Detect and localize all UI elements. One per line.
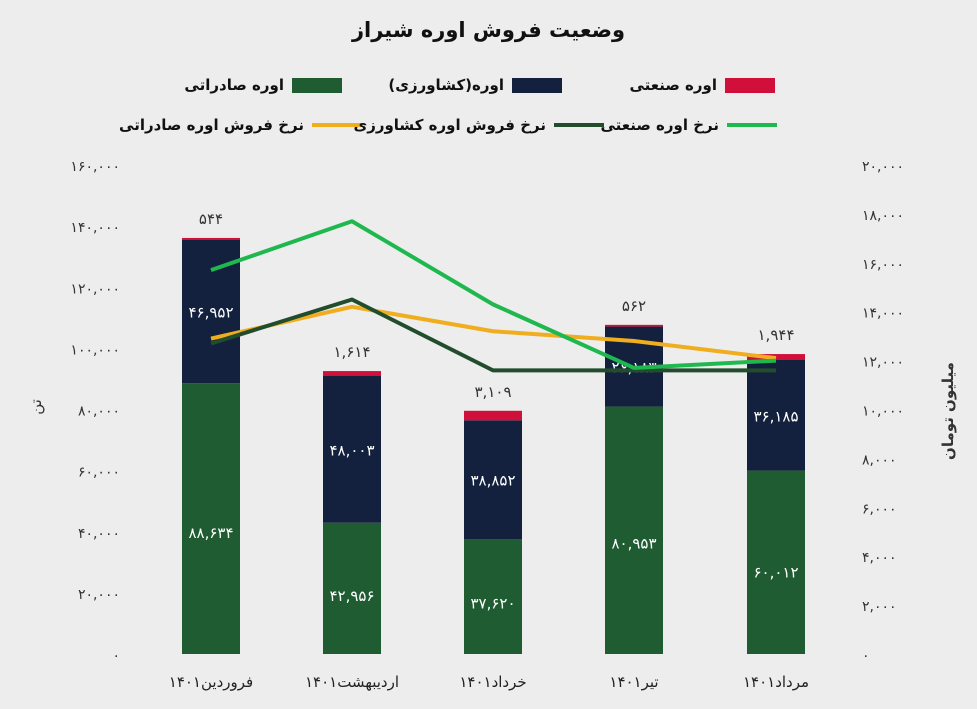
y-left-tick-label: ۱۰۰,۰۰۰ (70, 342, 120, 358)
legend-swatch (725, 77, 775, 93)
bar-segment (464, 420, 522, 540)
legend-swatch (512, 77, 562, 93)
bar-segment (182, 237, 240, 240)
legend-item-industrial-rate: نرخ اوره صنعتی (600, 116, 777, 134)
y-left-tick-label: ۶۰,۰۰۰ (78, 465, 120, 481)
x-tick-label: تیر۱۴۰۱ (609, 673, 658, 691)
legend-item-industrial-urea: اوره صنعتی (629, 76, 775, 94)
legend-item-export-urea: اوره صادراتی (184, 76, 342, 94)
legend-item-agri-rate: نرخ فروش اوره کشاورزی (353, 116, 604, 134)
bar-segment (747, 470, 805, 654)
y-left-tick-label: ۸۰,۰۰۰ (78, 404, 120, 420)
chart-legend: اوره صادراتی اوره(کشاورزی) اوره صنعتی نر… (0, 70, 977, 140)
legend-swatch (727, 123, 777, 127)
bar-data-label: ۳۶,۱۸۵ (753, 407, 798, 425)
bar-data-label: ۴۲,۹۵۶ (329, 587, 374, 605)
legend-label: نرخ اوره صنعتی (600, 116, 719, 134)
y-right-tick-label: ۴,۰۰۰ (862, 550, 897, 566)
y-left-tick-label: ۲۰,۰۰۰ (78, 587, 120, 603)
legend-label: نرخ فروش اوره صادراتی (119, 116, 304, 134)
legend-label: اوره صادراتی (184, 76, 284, 94)
series-line (210, 304, 777, 361)
bar-segment (464, 410, 522, 421)
legend-swatch (312, 123, 362, 127)
bar-segment (323, 522, 381, 654)
bar-data-label: ۳۸,۸۵۲ (470, 472, 515, 490)
x-tick-label: اردیبهشت۱۴۰۱ (305, 673, 399, 691)
y-right-tick-label: ۱۲,۰۰۰ (862, 355, 904, 371)
legend-label: اوره صنعتی (629, 76, 717, 94)
y-left-tick-label: ۴۰,۰۰۰ (78, 526, 120, 542)
y-right-tick-label: ۲۰,۰۰۰ (862, 159, 904, 175)
y-right-tick-label: ۶,۰۰۰ (862, 501, 897, 517)
legend-label: اوره(کشاورزی) (388, 76, 504, 94)
y-left-tick-label: ۱۴۰,۰۰۰ (70, 220, 120, 236)
bar-data-label: ۴۸,۰۰۳ (329, 441, 374, 459)
x-tick-label: خرداد۱۴۰۱ (459, 673, 526, 691)
bar-data-label: ۴۶,۹۵۲ (188, 303, 233, 321)
y-left-tick-label: ۱۶۰,۰۰۰ (70, 159, 120, 175)
y-right-tick-label: ۱۸,۰۰۰ (862, 208, 904, 224)
y-left-tick-label: ۱۲۰,۰۰۰ (70, 281, 120, 297)
y-right-tick-label: ۸,۰۰۰ (862, 452, 897, 468)
bar-data-label: ۸۸,۶۳۴ (188, 524, 233, 542)
bar-data-label: ۱,۹۴۴ (758, 326, 795, 344)
bar-data-label: ۸۰,۹۵۳ (611, 535, 656, 553)
chart-title: وضعیت فروش اوره شیراز (351, 18, 626, 42)
bar-data-label: ۶۰,۰۱۲ (753, 563, 798, 581)
bar-data-label: ۳,۱۰۹ (475, 383, 512, 401)
legend-swatch (554, 123, 604, 127)
bar-segment (605, 406, 663, 654)
legend-item-agri-urea: اوره(کشاورزی) (388, 76, 562, 94)
bar-segment (464, 539, 522, 654)
legend-swatch (292, 77, 342, 93)
bar-segment (605, 324, 663, 327)
bar-data-label: ۵۶۲ (622, 297, 646, 315)
legend-label: نرخ فروش اوره کشاورزی (353, 116, 546, 134)
x-tick-label: مرداد۱۴۰۱ (743, 673, 809, 691)
x-tick-label: فروردین۱۴۰۱ (169, 673, 253, 691)
y-right-tick-label: ۰ (862, 648, 870, 664)
y-right-tick-label: ۱۴,۰۰۰ (862, 306, 904, 322)
legend-item-export-rate: نرخ فروش اوره صادراتی (119, 116, 362, 134)
bar-segment (747, 359, 805, 471)
bar-data-label: ۳۷,۶۲۰ (470, 594, 515, 612)
bar-data-label: ۵۴۴ (199, 210, 223, 228)
y-right-tick-label: ۱۶,۰۰۰ (862, 257, 904, 273)
y-left-tick-label: ۰ (112, 648, 120, 664)
series-line (210, 219, 777, 370)
series-line (210, 297, 776, 373)
bar-segment (323, 371, 381, 377)
bar-data-label: ۱,۶۱۴ (334, 343, 371, 361)
y-right-tick-label: ۲,۰۰۰ (862, 599, 897, 615)
bar-segment (182, 383, 240, 654)
y-right-tick-label: ۱۰,۰۰۰ (862, 404, 904, 420)
bar-segment (323, 376, 381, 523)
